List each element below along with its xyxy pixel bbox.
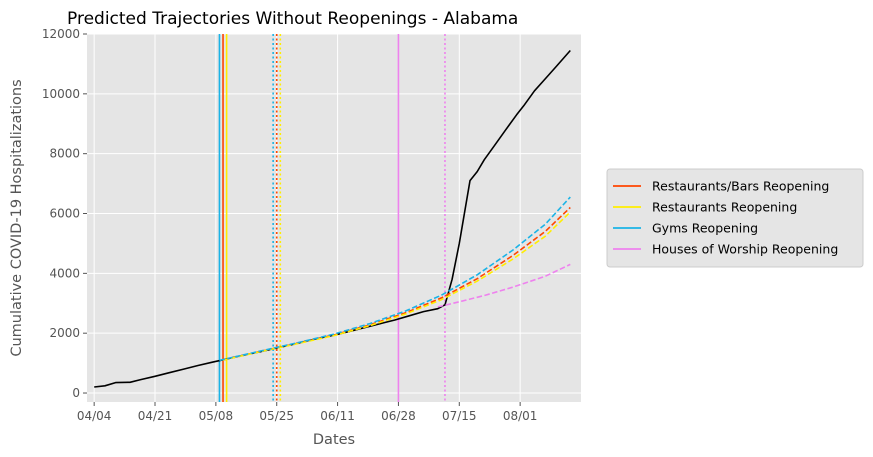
- y-axis-ticks: 0 2000 4000 6000 8000 10000 12000: [42, 27, 87, 400]
- reopening-markers: [218, 34, 446, 402]
- x-tick-label: 06/28: [381, 409, 416, 423]
- series-line-gyms-reopening: [219, 196, 571, 362]
- legend-label: Restaurants/Bars Reopening: [652, 179, 829, 194]
- y-tick-label: 2000: [49, 326, 80, 340]
- x-axis-title: Dates: [313, 432, 355, 448]
- legend-box: [606, 168, 864, 268]
- x-tick-label: 05/25: [259, 409, 294, 423]
- y-tick-label: 4000: [49, 266, 80, 280]
- y-tick-label: 8000: [49, 147, 80, 161]
- legend: Restaurants/Bars Reopening Restaurants Re…: [606, 168, 864, 268]
- series-line-houses-of-worship-reopening: [437, 263, 571, 308]
- y-axis-title: Cumulative COVID-19 Hospitalizations: [9, 79, 25, 356]
- x-tick-label: 06/11: [320, 409, 355, 423]
- x-tick-label: 04/21: [138, 409, 173, 423]
- legend-label: Houses of Worship Reopening: [652, 242, 838, 257]
- legend-label: Restaurants Reopening: [652, 200, 797, 215]
- chart-title: Predicted Trajectories Without Reopening…: [67, 9, 518, 29]
- plot-area: [87, 34, 581, 402]
- x-tick-label: 08/01: [503, 409, 538, 423]
- y-tick-label: 12000: [42, 27, 80, 41]
- y-tick-label: 6000: [49, 207, 80, 221]
- series-lines: [94, 49, 571, 388]
- x-axis-ticks: 04/04 04/21 05/08 05/25 06/11 06/28 07/15 08/01: [77, 402, 538, 423]
- y-tick-label: 0: [72, 386, 80, 400]
- x-tick-label: 05/08: [199, 409, 234, 423]
- y-tick-label: 10000: [42, 87, 80, 101]
- legend-label: Gyms Reopening: [652, 221, 758, 236]
- grid-lines: [87, 33, 581, 402]
- x-tick-label: 04/04: [77, 409, 112, 423]
- x-tick-label: 07/15: [442, 409, 477, 423]
